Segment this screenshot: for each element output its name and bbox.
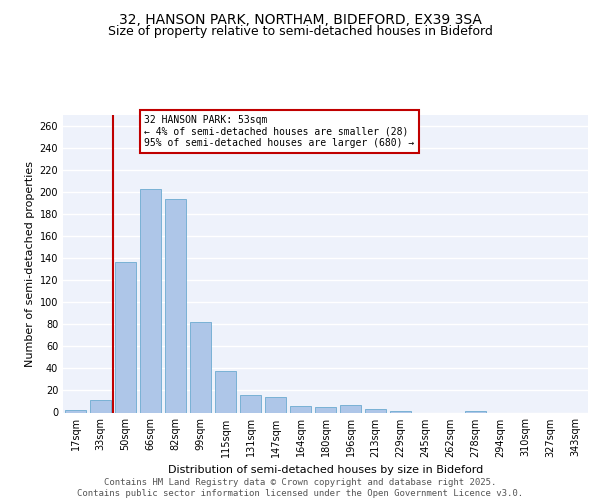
Bar: [165, 198, 186, 412]
Bar: [115, 262, 136, 412]
Bar: [140, 189, 161, 412]
Bar: [290, 406, 311, 412]
Bar: [365, 409, 386, 412]
Text: 32, HANSON PARK, NORTHAM, BIDEFORD, EX39 3SA: 32, HANSON PARK, NORTHAM, BIDEFORD, EX39…: [119, 12, 481, 26]
Bar: [215, 370, 236, 412]
Bar: [265, 397, 286, 412]
Bar: [240, 395, 261, 412]
Text: Size of property relative to semi-detached houses in Bideford: Size of property relative to semi-detach…: [107, 25, 493, 38]
Bar: [315, 407, 336, 412]
Bar: [190, 322, 211, 412]
X-axis label: Distribution of semi-detached houses by size in Bideford: Distribution of semi-detached houses by …: [168, 465, 483, 475]
Bar: [65, 410, 86, 412]
Text: Contains HM Land Registry data © Crown copyright and database right 2025.
Contai: Contains HM Land Registry data © Crown c…: [77, 478, 523, 498]
Bar: [340, 405, 361, 412]
Text: 32 HANSON PARK: 53sqm
← 4% of semi-detached houses are smaller (28)
95% of semi-: 32 HANSON PARK: 53sqm ← 4% of semi-detac…: [145, 115, 415, 148]
Y-axis label: Number of semi-detached properties: Number of semi-detached properties: [25, 161, 35, 367]
Bar: [90, 400, 111, 412]
